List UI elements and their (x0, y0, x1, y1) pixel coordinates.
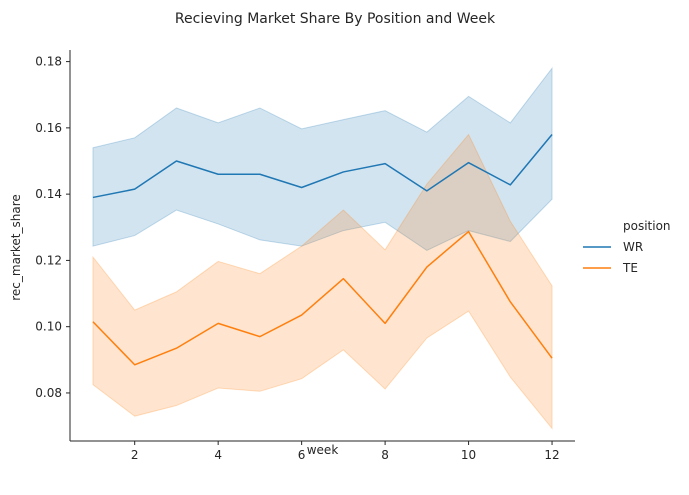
y-tick-label: 0.16 (35, 121, 62, 135)
te-ci-band (92, 133, 553, 430)
x-tick-label: 8 (381, 448, 389, 462)
series-lines (92, 134, 553, 366)
legend: position WR TE (583, 219, 671, 275)
legend-label-wr: WR (623, 240, 643, 254)
y-axis-label: rec_market_share (9, 194, 23, 301)
y-tick-label: 0.08 (35, 386, 62, 400)
x-axis-label: week (307, 443, 339, 457)
confidence-bands (92, 66, 553, 430)
x-tick-label: 6 (298, 448, 306, 462)
wr-ci-band (92, 66, 553, 252)
x-tick-label: 2 (131, 448, 139, 462)
y-tick-label: 0.14 (35, 187, 62, 201)
x-tick-label: 10 (461, 448, 476, 462)
y-tick-label: 0.18 (35, 55, 62, 69)
legend-label-te: TE (622, 261, 638, 275)
chart-title: Recieving Market Share By Position and W… (175, 11, 496, 27)
wr-line (92, 134, 553, 199)
x-tick-label: 12 (544, 448, 559, 462)
legend-title: position (623, 219, 671, 233)
y-tick-label: 0.12 (35, 253, 62, 267)
x-tick-label: 4 (214, 448, 222, 462)
y-tick-label: 0.10 (35, 320, 62, 334)
axes: 2 4 6 8 10 12 0.08 0.10 0.12 0.14 0.16 0.18 (35, 50, 575, 462)
te-line (92, 230, 553, 366)
